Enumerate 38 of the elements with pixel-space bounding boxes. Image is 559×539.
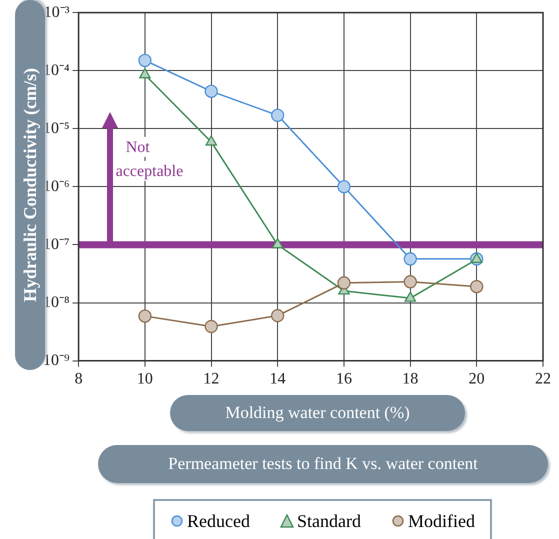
y-tick-label: 10⁻⁷ [43, 236, 70, 253]
point [139, 68, 151, 78]
y-tick-label: 10⁻³ [44, 4, 70, 21]
x-tick-label: 16 [336, 370, 352, 388]
point [337, 276, 351, 290]
point [470, 280, 484, 294]
y-tick-label: 10⁻⁸ [43, 294, 70, 311]
point [271, 309, 284, 322]
point [205, 135, 218, 146]
y-tick-label: 10⁻⁴ [43, 62, 70, 79]
point [204, 84, 218, 98]
x-tick-label: 10 [136, 370, 153, 388]
point [204, 320, 218, 334]
y-tick-label: 10⁻⁵ [43, 120, 70, 137]
x-axis-title: Molding water content (%) [170, 395, 465, 431]
annotation: Not acceptable [116, 138, 184, 180]
point [404, 275, 417, 288]
x-tick-label: 18 [402, 370, 418, 388]
x-tick-label: 14 [270, 370, 286, 388]
legend-label: Modified [408, 510, 475, 532]
point [272, 238, 284, 248]
point [138, 54, 152, 68]
legend-label: Reduced [187, 510, 250, 532]
y-axis-title: Hydraulic Conductivity (cm/s) [20, 68, 40, 302]
point [271, 108, 284, 122]
legend-label: Standard [296, 510, 361, 532]
point [138, 309, 152, 323]
point [404, 292, 416, 302]
y-tick-label: 10⁻⁶ [43, 178, 70, 195]
y-tick-label: 10⁻⁹ [43, 352, 70, 370]
x-tick-label: 8 [74, 370, 83, 388]
x-tick-label: 22 [535, 370, 551, 388]
point [470, 252, 482, 263]
point [337, 180, 351, 194]
x-tick-label: 12 [203, 370, 220, 388]
text: Permeameter tests to find K vs. water content [98, 445, 548, 483]
point [404, 252, 417, 266]
x-tick-label: 20 [468, 370, 485, 388]
